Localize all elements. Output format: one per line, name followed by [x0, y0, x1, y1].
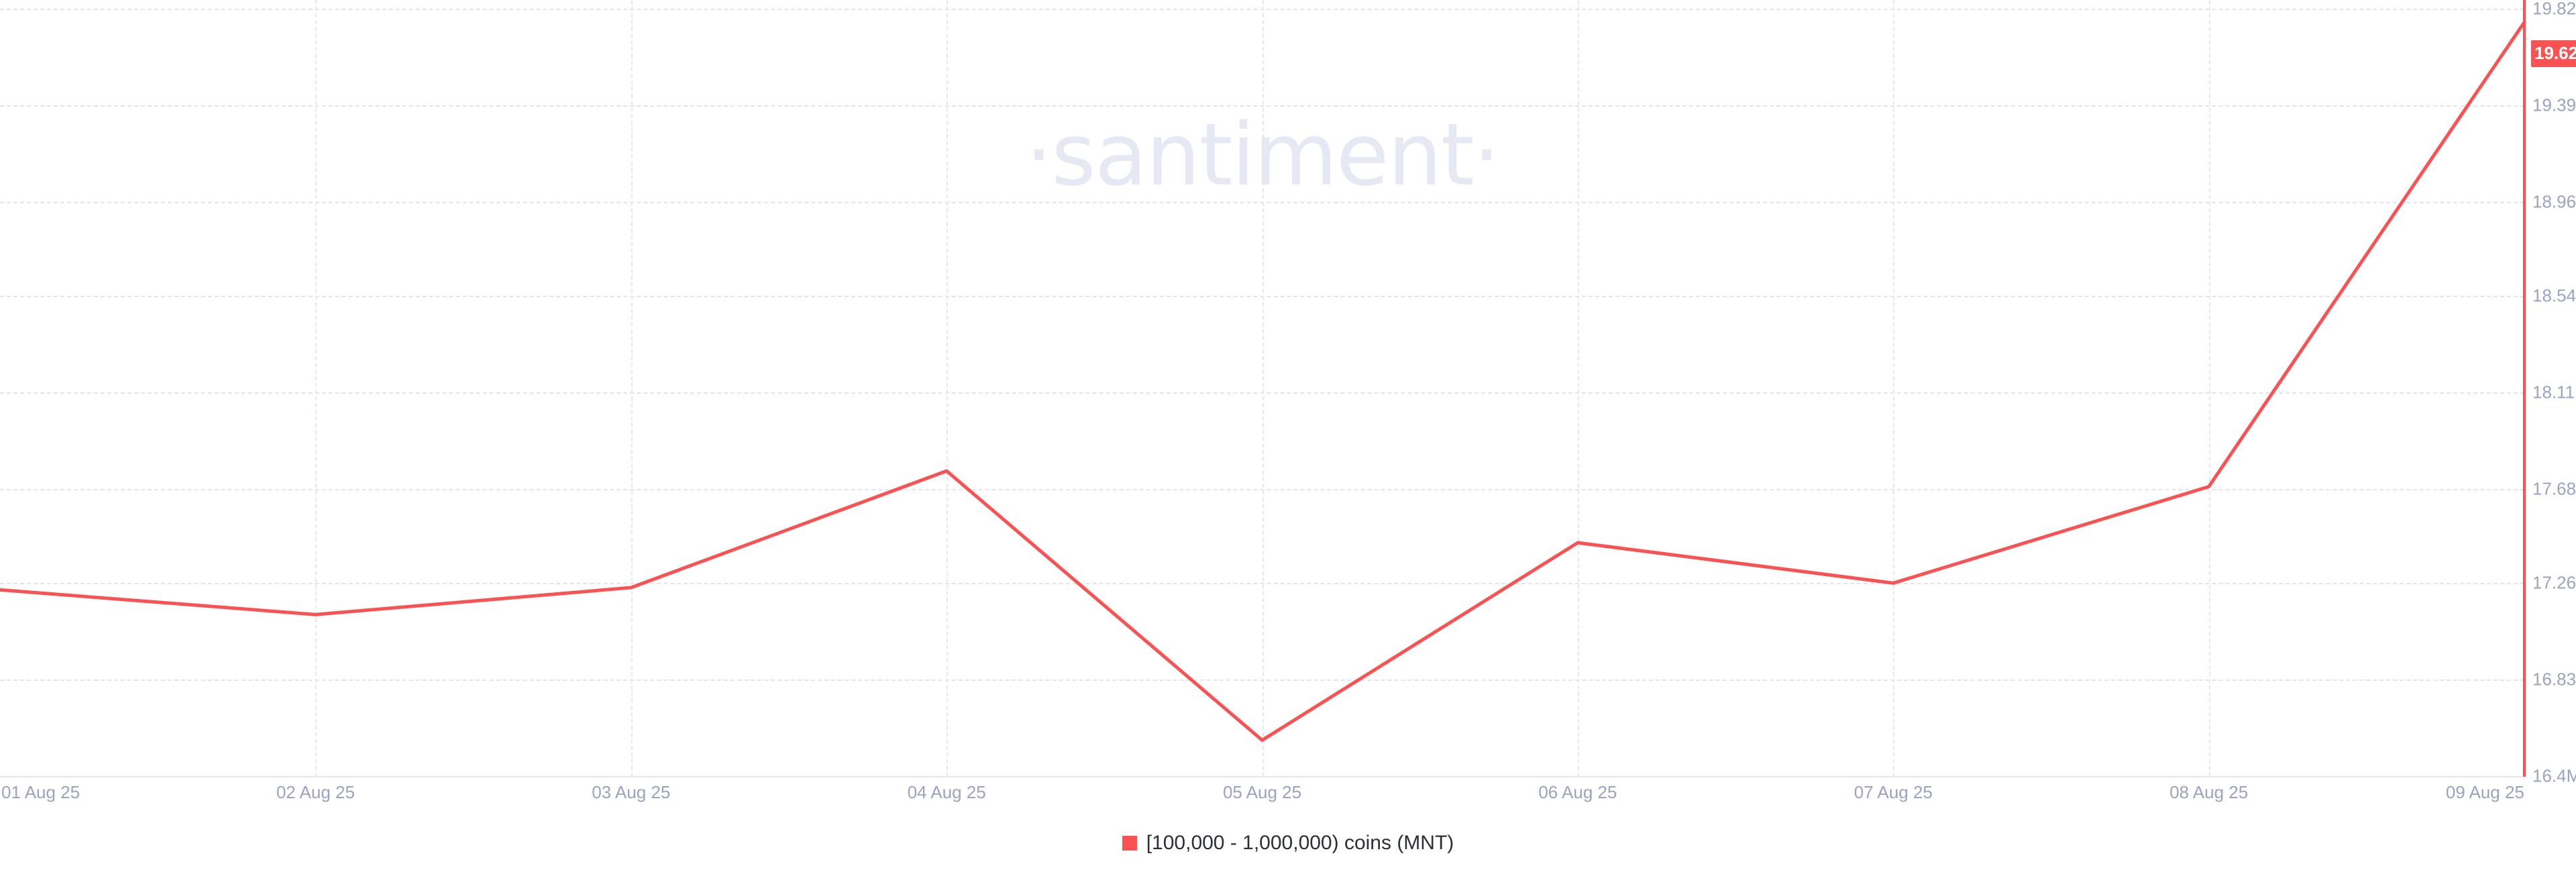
x-axis-tick-label: 05 Aug 25: [1222, 782, 1302, 802]
gridline-vertical: [315, 0, 317, 777]
x-axis-tick-label: 04 Aug 25: [907, 782, 986, 802]
gridline-vertical: [1893, 0, 1895, 777]
y-axis-tick-label: 18.96M: [2532, 191, 2576, 212]
x-axis-tick-label: 01 Aug 25: [1, 782, 80, 802]
gridline-vertical: [947, 0, 949, 777]
x-axis-line: [0, 776, 2524, 777]
y-axis-tick-label: 17.26M: [2532, 572, 2576, 593]
chart-legend: [100,000 - 1,000,000) coins (MNT): [0, 832, 2576, 855]
y-axis-tick-label: 19.39M: [2532, 95, 2576, 115]
line-series-svg: [0, 20, 2526, 742]
x-axis-tick-label: 09 Aug 25: [2445, 782, 2524, 802]
x-axis-tick-label: 06 Aug 25: [1538, 782, 1617, 802]
current-value-marker: 19.62M: [2531, 40, 2576, 67]
y-axis-line: [2523, 0, 2526, 777]
gridline-vertical: [2208, 0, 2210, 777]
series-line-mnt-100k-1m: [0, 20, 2526, 742]
x-axis-tick-label: 08 Aug 25: [2169, 782, 2249, 802]
legend-color-swatch: [1122, 836, 1137, 851]
y-axis-tick-labels: 19.82M 19.39M 18.96M 18.54M 18.11M 17.68M 17.2…: [2531, 0, 2576, 792]
gridline-vertical: [1577, 0, 1579, 777]
x-axis-tick-label: 07 Aug 25: [1854, 782, 1933, 802]
plot-area[interactable]: ·santiment·: [0, 0, 2526, 777]
gridline-vertical: [1262, 0, 1264, 777]
y-axis-tick-label: 17.68M: [2532, 478, 2576, 499]
y-axis-tick-label: 16.83M: [2532, 669, 2576, 690]
legend-item-label: [100,000 - 1,000,000) coins (MNT): [1146, 832, 1454, 854]
gridline-vertical: [631, 0, 633, 777]
y-axis-tick-label: 19.82M: [2532, 0, 2576, 19]
x-axis-tick-label: 02 Aug 25: [276, 782, 355, 802]
x-axis-tick-label: 03 Aug 25: [592, 782, 671, 802]
x-axis-tick-labels: 01 Aug 25 02 Aug 25 03 Aug 25 04 Aug 25 05 A…: [0, 782, 2524, 809]
y-axis-tick-label: 18.11M: [2532, 382, 2576, 402]
y-axis-tick-label: 18.54M: [2532, 285, 2576, 306]
legend-item-mnt-100k-1m[interactable]: [100,000 - 1,000,000) coins (MNT): [1122, 832, 1454, 855]
y-axis-tick-label: 16.4M: [2532, 765, 2576, 786]
